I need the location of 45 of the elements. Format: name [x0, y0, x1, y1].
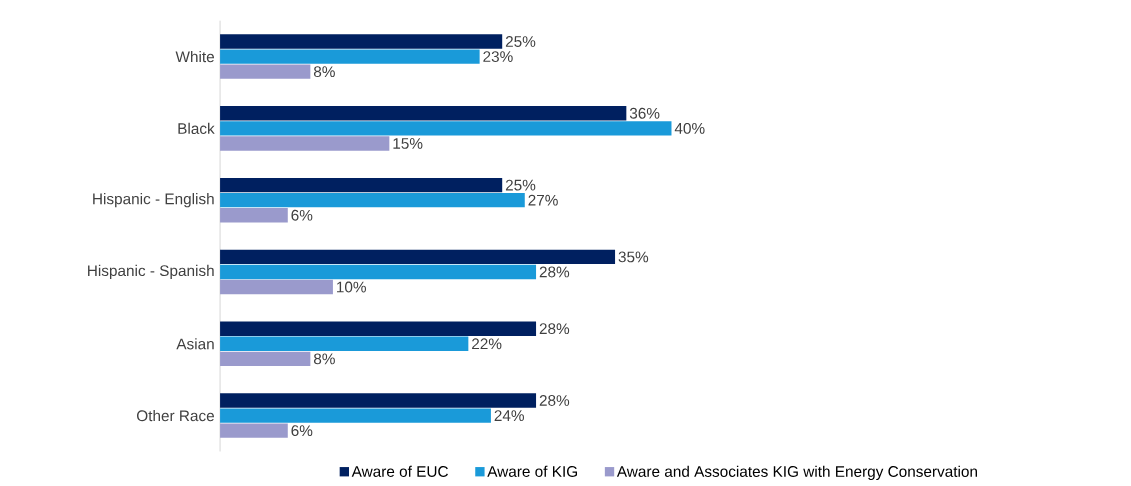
data-label: 6%: [291, 209, 313, 221]
data-label: 24%: [494, 410, 524, 421]
legend-label: Aware of KIG: [487, 465, 578, 477]
bar: [220, 64, 311, 79]
data-label: 28%: [539, 266, 570, 278]
bar: [220, 408, 491, 423]
data-label: 10%: [337, 281, 367, 293]
legend-label: Aware and Associates KIG with Energy Conservation: [616, 465, 977, 480]
y-tick-label: Black: [178, 122, 215, 134]
data-label: 15%: [393, 137, 423, 149]
bar: [220, 121, 672, 136]
y-tick-label: White: [175, 50, 215, 63]
y-tick-label: Hispanic - English: [93, 192, 214, 208]
data-label: 28%: [539, 395, 570, 406]
bar: [220, 336, 469, 351]
y-tick-label: Hispanic - Spanish: [88, 264, 214, 280]
data-label: 23%: [483, 51, 513, 62]
data-label: 8%: [313, 66, 335, 78]
bar: [220, 177, 503, 193]
bar: [220, 136, 390, 151]
bar: [220, 264, 537, 280]
bar: [220, 279, 333, 295]
data-label: 25%: [505, 179, 536, 191]
data-label: 22%: [472, 338, 502, 350]
bar: [220, 49, 480, 64]
legend-label: Aware of EUC: [351, 465, 448, 477]
data-label: 36%: [629, 107, 660, 119]
data-label: 25%: [505, 36, 536, 47]
bar: [220, 351, 311, 366]
data-label: 40%: [674, 122, 705, 134]
bar: [220, 249, 616, 265]
data-label: 6%: [291, 425, 313, 437]
y-tick-label: Other Race: [137, 409, 214, 422]
bar: [220, 192, 525, 208]
data-label: 8%: [313, 353, 335, 365]
bar: [220, 106, 627, 121]
data-label: 27%: [528, 194, 558, 206]
bar: [220, 393, 537, 408]
bar: [220, 208, 288, 223]
data-label: 28%: [539, 323, 570, 335]
y-tick-label: Asian: [176, 338, 214, 350]
bar: [220, 34, 503, 49]
bar: [220, 423, 288, 438]
data-label: 35%: [618, 251, 649, 263]
bar: [220, 321, 537, 336]
